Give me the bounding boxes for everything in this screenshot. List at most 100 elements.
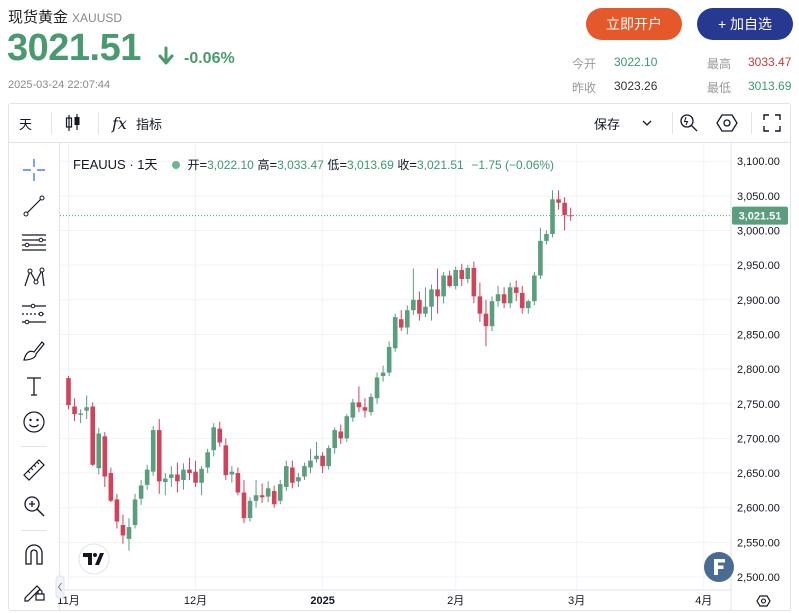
legend-open-label: 开: [187, 158, 200, 172]
instrument-name: 现货黄金: [8, 9, 69, 26]
collapse-toolbar-handle[interactable]: [55, 575, 65, 599]
candle: [405, 305, 410, 335]
candle: [338, 424, 344, 444]
magnet-icon[interactable]: [21, 541, 47, 567]
legend-high-value: 3,033.47: [277, 158, 324, 172]
save-button[interactable]: 保存: [594, 104, 652, 142]
candle: [247, 497, 253, 522]
legend-high-label: 高: [257, 158, 270, 172]
zoom-in-icon[interactable]: [21, 493, 47, 519]
indicator-button[interactable]: fx 指标: [112, 104, 162, 142]
y-tick-label: 3,000.00: [737, 226, 780, 238]
y-tick-label: 2,850.00: [737, 329, 780, 341]
axis-settings-icon[interactable]: [756, 595, 771, 607]
save-label: 保存: [594, 116, 621, 132]
candle: [156, 418, 162, 494]
candle: [398, 310, 404, 331]
candle: [519, 285, 525, 314]
emoji-icon[interactable]: [21, 409, 47, 435]
candle: [302, 462, 307, 480]
candle: [447, 270, 452, 288]
pattern-icon[interactable]: [21, 265, 47, 291]
candle: [265, 481, 271, 503]
instrument-symbol: XAUUSD: [72, 11, 123, 25]
candle: [513, 280, 519, 302]
candle: [471, 261, 477, 304]
tradingview-logo-icon[interactable]: [78, 543, 110, 575]
crosshair-icon[interactable]: [21, 157, 47, 183]
add-watchlist-button[interactable]: + 加自选: [697, 8, 793, 40]
candle: [356, 386, 362, 413]
candle: [181, 463, 186, 490]
market-status-dot: [171, 161, 180, 170]
candle: [368, 393, 374, 416]
instrument-title: 现货黄金 XAUUSD: [8, 6, 122, 27]
x-tick-label: 2月: [447, 595, 464, 607]
y-tick-label: 3,050.00: [737, 191, 780, 203]
candle: [223, 438, 229, 480]
legend-symbol: FEAUUS · 1天: [73, 157, 158, 172]
legend-close-value: 3,021.51: [416, 158, 464, 172]
candle: [90, 402, 95, 467]
high-value: 3033.47: [748, 55, 792, 69]
candle: [211, 423, 216, 457]
lock-drawing-icon[interactable]: [21, 577, 47, 603]
chart-toolbar: 天 fx 指标 保存: [9, 104, 790, 143]
candle: [150, 425, 156, 476]
candle-type-icon[interactable]: [64, 104, 82, 142]
candle: [108, 467, 114, 503]
quick-search-icon[interactable]: [679, 104, 699, 142]
candle: [114, 493, 120, 529]
chart-frame: [8, 103, 791, 611]
settings-gear-icon[interactable]: [716, 104, 738, 142]
fullscreen-icon[interactable]: [762, 104, 782, 142]
chevron-down-icon: [642, 120, 652, 126]
candle: [362, 398, 368, 418]
high-label: 最高: [707, 57, 732, 71]
ruler-icon[interactable]: [21, 457, 47, 483]
candle: [495, 285, 501, 307]
candle: [144, 464, 150, 490]
candle: [435, 268, 440, 314]
candle: [441, 272, 446, 304]
candle: [205, 448, 210, 474]
prediction-icon[interactable]: [21, 301, 47, 327]
candle: [465, 265, 471, 284]
x-tick-label: 2025: [310, 595, 334, 607]
candle: [314, 441, 319, 463]
candle: [459, 263, 465, 286]
quote-header: 现货黄金 XAUUSD 3021.51 -0.06% 2025-03-24 22:…: [0, 0, 799, 100]
brush-icon[interactable]: [21, 337, 47, 363]
candle: [235, 467, 241, 496]
candle: [138, 479, 144, 505]
candle: [501, 287, 507, 309]
candle: [290, 460, 295, 489]
candle: [320, 452, 325, 474]
quote-timestamp: 2025-03-24 22:07:44: [8, 79, 111, 91]
fx-icon: fx: [112, 113, 127, 133]
candle: [374, 372, 380, 404]
candle: [332, 427, 337, 454]
candle: [423, 287, 428, 318]
candle: [78, 409, 83, 424]
trend-line-icon[interactable]: [21, 193, 47, 219]
candle: [102, 432, 108, 487]
text-icon[interactable]: [21, 373, 47, 399]
candle: [411, 268, 416, 316]
candle: [538, 227, 543, 280]
y-tick-label: 2,650.00: [737, 468, 780, 480]
y-tick-label: 2,800.00: [737, 364, 780, 376]
candle: [163, 473, 168, 496]
candle: [417, 291, 422, 321]
change-percent: -0.06%: [184, 50, 235, 67]
legend-change: −1.75 (−0.06%): [471, 158, 555, 172]
open-account-button[interactable]: 立即开户: [586, 8, 682, 40]
brand-badge-icon[interactable]: [704, 552, 734, 582]
interval-selector[interactable]: 天: [19, 116, 33, 132]
candle: [507, 282, 513, 309]
horizontal-lines-icon[interactable]: [21, 229, 47, 255]
candle: [84, 395, 89, 419]
y-tick-label: 3,100.00: [737, 156, 780, 168]
candle: [550, 190, 555, 238]
